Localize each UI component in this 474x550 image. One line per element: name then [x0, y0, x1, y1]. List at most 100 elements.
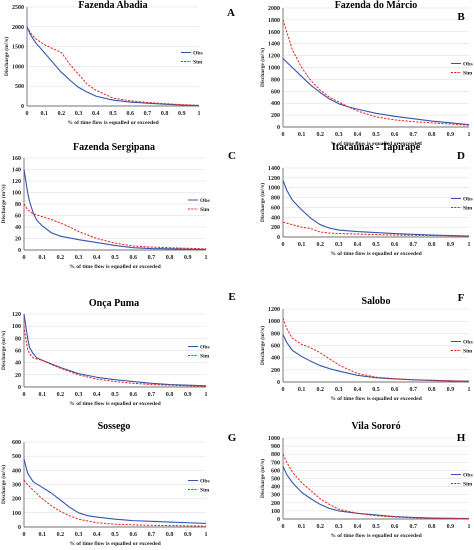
- series-line-obs: [282, 334, 470, 382]
- series-line-sim: [282, 317, 470, 382]
- series-line-obs: [26, 26, 200, 107]
- x-axis-label: % of time flow is equalled or exceeded: [330, 141, 422, 147]
- x-tick-label: 0.5: [372, 387, 380, 393]
- y-tick-label: 0: [18, 248, 21, 254]
- x-tick-label: 0.2: [316, 387, 324, 393]
- y-tick-label: 100: [271, 509, 280, 515]
- y-tick-label: 0: [277, 235, 280, 241]
- y-tick-label: 600: [271, 344, 280, 350]
- x-tick-label: 0.1: [298, 242, 306, 248]
- x-tick-label: 1: [198, 111, 201, 117]
- x-axis-label: % of time flow is equalled or exceeded: [330, 533, 422, 539]
- chart-title: Itacaúnas - Tapirapé: [332, 142, 421, 153]
- x-tick-label: 0.3: [335, 242, 343, 248]
- y-tick-label: 0: [277, 125, 280, 131]
- y-axis-label: Discharge (m³/s): [3, 37, 10, 76]
- x-axis-label: % of time flow is equalled or exceeded: [69, 264, 161, 270]
- y-tick-label: 200: [271, 113, 280, 119]
- x-tick-label: 0: [282, 132, 285, 138]
- x-tick-label: 0.2: [316, 242, 324, 248]
- chart-panel-c: 0 20 40 60 80 100 120 140 160 0 0.1 0.2 0.3 0.4 0.5 0.6…: [0, 142, 236, 270]
- x-tick-label: 0.6: [129, 255, 137, 261]
- y-tick-label: 400: [271, 215, 280, 221]
- x-tick-label: 0.3: [335, 387, 343, 393]
- x-tick-label: 0.6: [129, 392, 137, 398]
- y-tick-label: 80: [15, 202, 21, 208]
- y-tick-label: 300: [12, 483, 21, 489]
- x-tick-label: 0.3: [335, 524, 343, 530]
- legend-label-obs: Obs: [200, 345, 210, 351]
- legend-label-sim: Sim: [193, 60, 203, 66]
- x-tick-label: 0.5: [372, 524, 380, 530]
- legend-label-obs: Obs: [193, 51, 203, 57]
- x-tick-label: 0.1: [298, 524, 306, 530]
- x-tick-label: 0: [282, 387, 285, 393]
- y-tick-label: 0: [18, 385, 21, 391]
- x-tick-label: 0.6: [129, 532, 137, 538]
- x-tick-label: 0: [23, 255, 26, 261]
- y-tick-label: 160: [12, 156, 21, 162]
- x-tick-label: 0.4: [93, 532, 101, 538]
- x-tick-label: 0.6: [391, 524, 399, 530]
- y-tick-label: 400: [271, 101, 280, 107]
- x-tick-label: 0: [282, 242, 285, 248]
- y-tick-label: 200: [271, 368, 280, 374]
- x-tick-label: 0.5: [372, 242, 380, 248]
- series-line-sim: [23, 326, 207, 387]
- y-tick-label: 40: [15, 225, 21, 231]
- x-tick-label: 1: [468, 387, 471, 393]
- y-tick-label: 100: [12, 511, 21, 517]
- y-tick-label: 1000: [268, 186, 280, 192]
- x-tick-label: 0.8: [166, 392, 174, 398]
- chart-panel-b: 0 200 400 600 800 1000 1200 1400 1600 1800 2000 0 0.…: [259, 0, 473, 147]
- y-tick-label: 500: [12, 454, 21, 460]
- x-tick-label: 0.4: [354, 132, 362, 138]
- x-tick-label: 0.1: [298, 132, 306, 138]
- chart-panel-g: 0 100 200 300 400 500 600 0 0.1 0.2 0.3 0.4 0.5 0.6 0.…: [0, 421, 237, 547]
- x-tick-label: 0.7: [144, 111, 152, 117]
- panel-letter: D: [457, 150, 465, 162]
- y-tick-label: 600: [271, 205, 280, 211]
- y-tick-label: 100: [12, 324, 21, 330]
- x-tick-label: 0: [23, 392, 26, 398]
- x-tick-label: 0.6: [391, 387, 399, 393]
- series-line-obs: [282, 180, 470, 237]
- x-tick-label: 0.7: [148, 532, 156, 538]
- legend-label-obs: Obs: [463, 473, 473, 479]
- chart-panel-f: 0 200 400 600 800 1000 1200 0 0.1 0.2 0.3 0.4 0.5 0.6…: [259, 292, 473, 402]
- x-axis-label: % of time flow is equalled or exceeded: [69, 541, 161, 547]
- y-tick-label: 800: [271, 331, 280, 337]
- chart-panel-e: 0 20 40 60 80 100 120 0 0.1 0.2 0.3 0.4 0.5 0.6 0.7 0.8…: [0, 291, 236, 407]
- x-tick-label: 0.9: [447, 242, 455, 248]
- series-line-sim: [282, 453, 470, 520]
- y-axis-label: Discharge (m³/s): [0, 331, 7, 370]
- y-tick-label: 400: [271, 485, 280, 491]
- legend-label-sim: Sim: [200, 354, 210, 360]
- x-tick-label: 0.4: [92, 111, 100, 117]
- y-tick-label: 100: [12, 191, 21, 197]
- y-tick-label: 600: [271, 89, 280, 95]
- y-tick-label: 500: [271, 477, 280, 483]
- panel-letter: G: [228, 432, 237, 444]
- x-tick-label: 0.3: [75, 255, 83, 261]
- y-tick-label: 140: [12, 168, 21, 174]
- x-tick-label: 0.1: [38, 255, 46, 261]
- legend-label-sim: Sim: [200, 207, 210, 213]
- chart-title: Fazenda Abadia: [78, 0, 147, 11]
- x-tick-label: 0.9: [178, 111, 186, 117]
- legend-label-obs: Obs: [463, 340, 473, 346]
- x-tick-label: 1: [468, 132, 471, 138]
- x-tick-label: 0.6: [391, 242, 399, 248]
- y-tick-label: 600: [271, 468, 280, 474]
- y-tick-label: 120: [12, 312, 21, 318]
- y-tick-label: 1600: [268, 30, 280, 36]
- y-tick-label: 200: [12, 497, 21, 503]
- y-tick-label: 800: [271, 77, 280, 83]
- y-tick-label: 1000: [268, 319, 280, 325]
- x-tick-label: 0: [26, 111, 29, 117]
- panel-letter: C: [228, 150, 236, 162]
- y-tick-label: 1500: [12, 45, 24, 51]
- x-tick-label: 0.9: [447, 387, 455, 393]
- x-tick-label: 0.7: [409, 524, 417, 530]
